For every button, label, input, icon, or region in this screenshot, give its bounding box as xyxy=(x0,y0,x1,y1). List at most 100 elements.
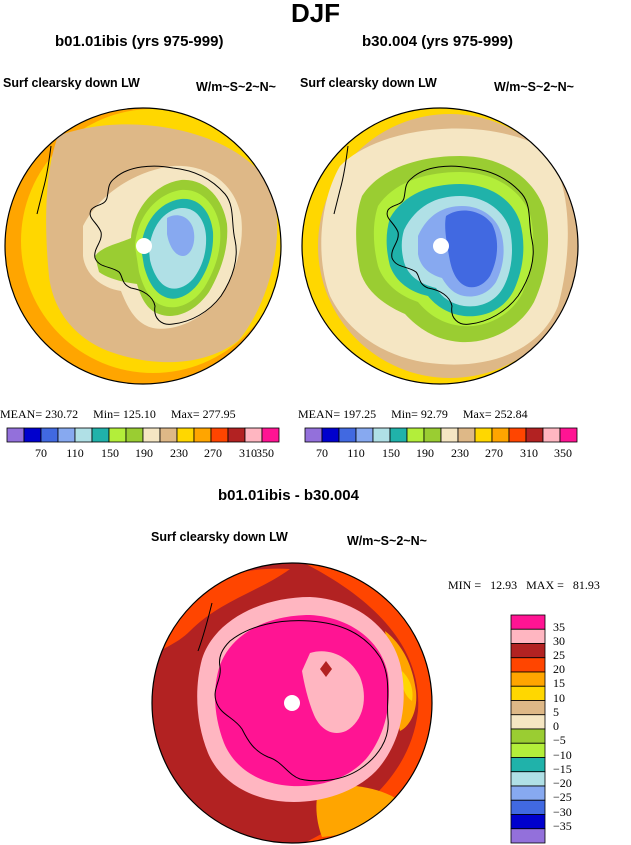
cbar2-tick: 270 xyxy=(485,446,503,460)
colorbar-swatch xyxy=(372,427,391,443)
diff-colorbar-swatch xyxy=(510,785,546,801)
colorbar-swatch xyxy=(125,427,144,443)
panel1-max-label: Max= xyxy=(170,407,200,421)
cbar2-tick: 190 xyxy=(416,446,434,460)
panel1-mean-label: MEAN= xyxy=(0,407,43,421)
diff-level-label: −5 xyxy=(553,733,566,747)
cbar1-tick: 150 xyxy=(101,446,119,460)
diff-colorbar-swatch xyxy=(510,714,546,730)
cbar2-tick: 70 xyxy=(316,446,328,460)
diff-colorbar-swatch xyxy=(510,814,546,830)
diff-colorbar-swatch xyxy=(510,799,546,815)
panel1-colorbar xyxy=(6,427,280,443)
colorbar-swatch xyxy=(57,427,76,443)
diff-level-label: −30 xyxy=(553,805,572,819)
diff-band-orangered-east xyxy=(300,563,432,843)
panel2-min-value: 92.79 xyxy=(420,407,448,421)
colorbar-swatch xyxy=(142,427,161,443)
diff-colorbar-swatch xyxy=(510,771,546,787)
panel1-polar-map xyxy=(4,107,282,385)
diff-units-label: W/m~S~2~N~ xyxy=(347,534,427,548)
colorbar-swatch xyxy=(423,427,442,443)
p2-pole-marker xyxy=(433,238,449,254)
colorbar-swatch xyxy=(40,427,59,443)
diff-colorbar-swatch xyxy=(510,628,546,644)
diff-level-label: 0 xyxy=(553,719,559,733)
cbar1-tick: 310 xyxy=(239,446,257,460)
panel1-min-value: 125.10 xyxy=(122,407,156,421)
diff-colorbar xyxy=(510,614,546,844)
colorbar-swatch xyxy=(542,427,561,443)
colorbar-swatch xyxy=(321,427,340,443)
colorbar-swatch xyxy=(440,427,459,443)
colorbar-swatch xyxy=(525,427,544,443)
colorbar-swatch xyxy=(210,427,229,443)
panel2-run-title: b30.004 (yrs 975-999) xyxy=(362,33,513,50)
p1-band-light-blue xyxy=(167,215,195,256)
diff-colorbar-swatch xyxy=(510,728,546,744)
diff-level-label: 30 xyxy=(553,634,565,648)
cbar1-tick: 230 xyxy=(170,446,188,460)
colorbar-swatch xyxy=(508,427,527,443)
colorbar-swatch xyxy=(491,427,510,443)
panel1-mean-value: 230.72 xyxy=(45,407,79,421)
diff-level-label: 5 xyxy=(553,705,559,719)
p2-band-royal-blue xyxy=(445,210,498,288)
panel2-mean-label: MEAN= xyxy=(298,407,341,421)
colorbar-swatch xyxy=(193,427,212,443)
diff-band-yellow xyxy=(401,671,413,701)
diff-level-label: −25 xyxy=(553,790,572,804)
panel2-max-value: 252.84 xyxy=(494,407,528,421)
diff-colorbar-swatch xyxy=(510,614,546,630)
diff-min-value: 12.93 xyxy=(490,578,518,592)
diff-colorbar-swatch xyxy=(510,643,546,659)
colorbar-swatch xyxy=(6,427,25,443)
panel2-polar-map xyxy=(301,107,579,385)
diff-level-label: 10 xyxy=(553,691,565,705)
panel2-variable-label: Surf clearsky down LW xyxy=(300,76,437,90)
colorbar-swatch xyxy=(176,427,195,443)
diff-max-value: 81.93 xyxy=(572,578,600,592)
figure-title: DJF xyxy=(290,0,341,28)
colorbar-swatch xyxy=(91,427,110,443)
panel1-min-label: Min= xyxy=(93,407,120,421)
cbar2-tick: 230 xyxy=(451,446,469,460)
colorbar-swatch xyxy=(304,427,323,443)
colorbar-swatch xyxy=(227,427,246,443)
panel1-run-title: b01.01ibis (yrs 975-999) xyxy=(55,33,224,50)
cbar2-tick: 150 xyxy=(382,446,400,460)
p1-south-america-coast xyxy=(36,145,52,215)
diff-level-label: −20 xyxy=(553,776,572,790)
cbar1-tick: 270 xyxy=(204,446,222,460)
panel2-min-label: Min= xyxy=(391,407,418,421)
diff-level-label: −35 xyxy=(553,819,572,833)
colorbar-swatch xyxy=(108,427,127,443)
diff-max-label: MAX = xyxy=(526,578,564,592)
diff-polar-map xyxy=(151,562,433,844)
diff-band-magenta xyxy=(215,615,390,787)
colorbar-swatch xyxy=(159,427,178,443)
colorbar-swatch xyxy=(389,427,408,443)
diff-level-label: 15 xyxy=(553,676,565,690)
cbar1-tick: 350 xyxy=(256,446,274,460)
panel2-mean-value: 197.25 xyxy=(343,407,377,421)
diff-min-label: MIN = xyxy=(448,578,482,592)
cbar1-tick: 70 xyxy=(35,446,47,460)
cbar2-tick: 350 xyxy=(554,446,572,460)
diff-pole-marker xyxy=(284,695,300,711)
diff-level-label: 20 xyxy=(553,662,565,676)
diff-colorbar-swatch xyxy=(510,657,546,673)
colorbar-swatch xyxy=(261,427,280,443)
panel2-colorbar xyxy=(304,427,578,443)
diff-level-label: 35 xyxy=(553,620,565,634)
panel1-max-value: 277.95 xyxy=(202,407,236,421)
panel2-stats: MEAN= 197.25 Min= 92.79 Max= 252.84 xyxy=(298,407,528,422)
diff-level-label: −15 xyxy=(553,762,572,776)
panel1-units-label: W/m~S~2~N~ xyxy=(196,80,276,94)
diff-band-orange-south xyxy=(316,785,400,837)
diff-colorbar-swatch xyxy=(510,742,546,758)
panel1-variable-label: Surf clearsky down LW xyxy=(3,76,140,90)
p1-coastline xyxy=(89,165,237,325)
diff-level-label: −10 xyxy=(553,748,572,762)
cbar2-tick: 110 xyxy=(347,446,365,460)
